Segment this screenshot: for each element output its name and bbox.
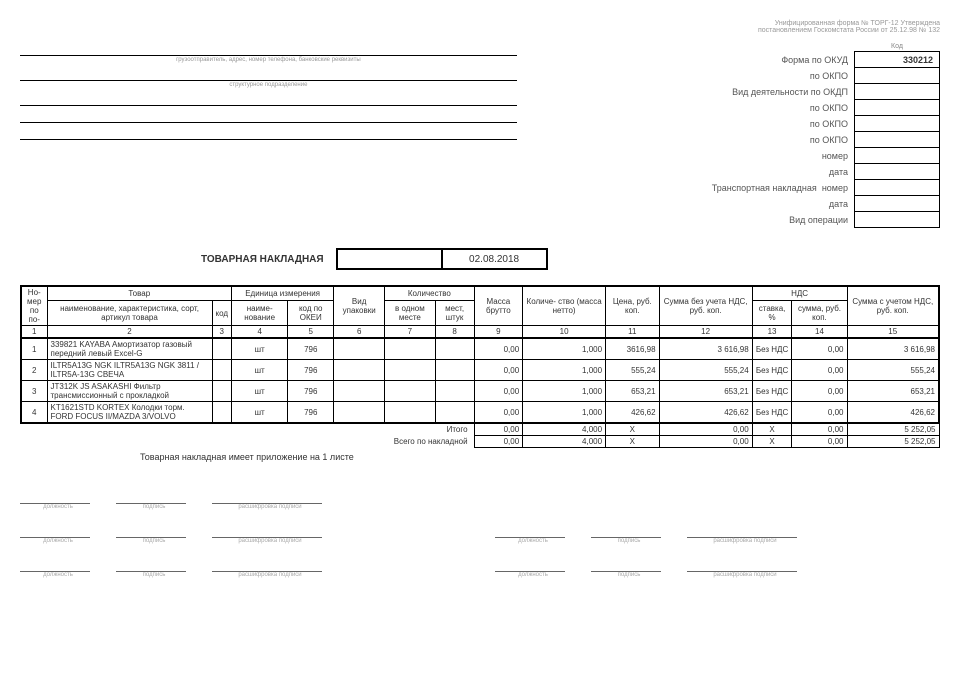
header-line1: Унифицированная форма № ТОРГ-12 Утвержде… (20, 20, 940, 27)
table-row: 2ILTR5A13G NGK ILTR5A13G NGK 3811 / ILTR… (21, 360, 939, 381)
table-row: 4KT1621STD KORTEX Колодки торм. FORD FOC… (21, 402, 939, 424)
th-num: Но- мер по по- (21, 286, 47, 326)
okud-value: 330212 (855, 52, 940, 68)
th-pack: Вид упаковки (334, 286, 385, 326)
th-vatrate: ставка, % (752, 301, 792, 326)
okpo1-value (855, 68, 940, 84)
th-unit: Единица измерения (232, 286, 334, 301)
okdp-value (855, 84, 940, 100)
okud-label: Форма по ОКУД (712, 52, 855, 68)
th-sum-vat: Сумма с учетом НДС, руб. коп. (847, 286, 939, 326)
data2-label: дата (712, 196, 855, 212)
itogo-row: Итого 0,00 4,000 Х 0,00 Х 0,00 5 252,05 (21, 423, 939, 436)
kod-header: Код (855, 42, 940, 52)
data2-value (855, 196, 940, 212)
main-table: Но- мер по по- Товар Единица измерения В… (20, 285, 940, 448)
itogo-label: Итого (21, 423, 474, 436)
th-okei: код по ОКЕИ (288, 301, 334, 326)
doc-date: 02.08.2018 (442, 249, 547, 269)
info-sub1: грузоотправитель, адрес, номер телефона,… (20, 57, 517, 63)
th-qty: Количество (385, 286, 474, 301)
footer-note: Товарная накладная имеет приложение на 1… (140, 452, 940, 462)
form-header: Унифицированная форма № ТОРГ-12 Утвержде… (20, 20, 940, 34)
header-line2: постановлением Госкомстата России от 25.… (20, 27, 940, 34)
title-row: ТОВАРНАЯ НАКЛАДНАЯ 02.08.2018 (20, 248, 940, 270)
th-desc: наименование, характеристика, сорт, арти… (47, 301, 212, 326)
th-vatsum: сумма, руб. коп. (792, 301, 847, 326)
okdp-label: Вид деятельности по ОКДП (712, 84, 855, 100)
data1-value (855, 164, 940, 180)
colnum-row: 1 2 3 4 5 6 7 8 9 10 11 12 13 14 15 (21, 326, 939, 339)
doc-number (337, 249, 442, 269)
vsego-row: Всего по накладной 0,00 4,000 Х 0,00 Х 0… (21, 436, 939, 448)
codes-block: Код Форма по ОКУД330212 по ОКПО Вид деят… (712, 42, 940, 228)
data1-label: дата (712, 164, 855, 180)
signature-section: должность подпись расшифровка подписи до… (20, 492, 940, 578)
nomer1-value (855, 148, 940, 164)
vid-oper-value (855, 212, 940, 228)
okpo4-value (855, 132, 940, 148)
vid-oper-label: Вид операции (712, 212, 855, 228)
okpo1-label: по ОКПО (712, 68, 855, 84)
th-qtynet: Количе- ство (масса нетто) (523, 286, 606, 326)
table-row: 3JT312K JS ASAKASHI Фильтр трансмиссионн… (21, 381, 939, 402)
doc-title: ТОВАРНАЯ НАКЛАДНАЯ (200, 249, 337, 269)
okpo3-label: по ОКПО (712, 116, 855, 132)
th-code: код (212, 301, 232, 326)
nomer1-label: номер (712, 148, 855, 164)
th-mass: Масса брутто (474, 286, 523, 326)
vsego-label: Всего по накладной (21, 436, 474, 448)
trans-nomer-value (855, 180, 940, 196)
info-lines-block: грузоотправитель, адрес, номер телефона,… (20, 42, 712, 143)
info-sub2: структурное подразделение (20, 82, 517, 88)
okpo3-value (855, 116, 940, 132)
th-inone: в одном месте (385, 301, 435, 326)
th-goods: Товар (47, 286, 232, 301)
trans-label: Транспортная накладная номер (712, 180, 855, 196)
th-sum-novat: Сумма без учета НДС, руб. коп. (659, 286, 752, 326)
okpo2-label: по ОКПО (712, 100, 855, 116)
th-places: мест, штук (435, 301, 474, 326)
th-price: Цена, руб. коп. (606, 286, 660, 326)
th-vat: НДС (752, 286, 847, 301)
th-unitname: наиме- нование (232, 301, 288, 326)
table-row: 1339821 KAYABA Амортизатор газовый перед… (21, 338, 939, 360)
okpo2-value (855, 100, 940, 116)
okpo4-label: по ОКПО (712, 132, 855, 148)
